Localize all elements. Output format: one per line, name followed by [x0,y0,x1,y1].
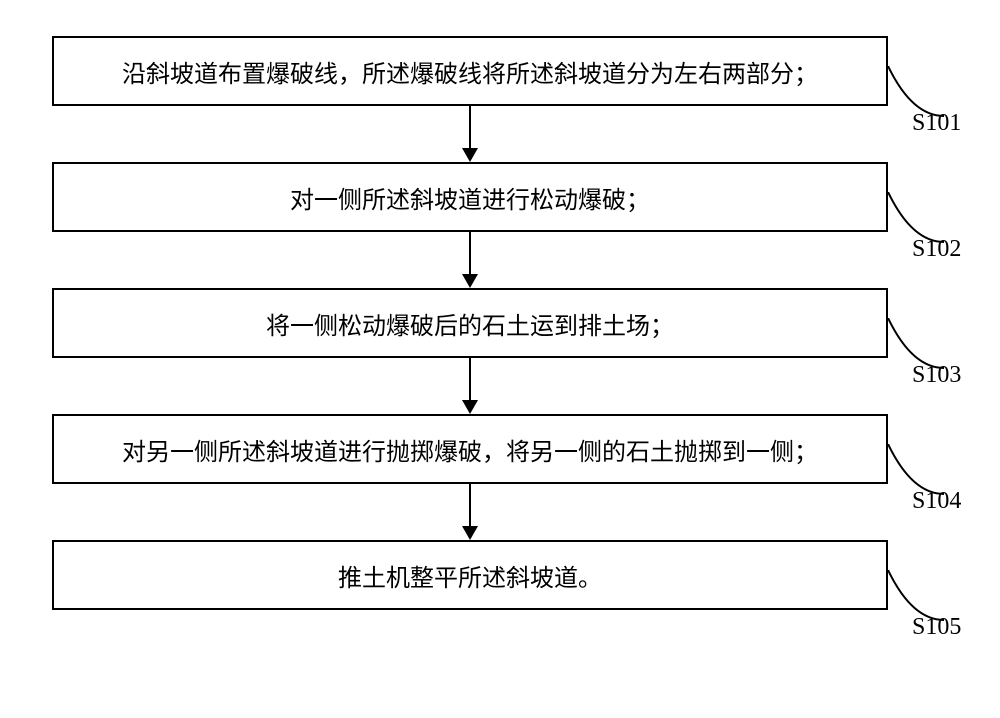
arrow-head-4-5 [462,526,478,540]
step-box-s105: 推土机整平所述斜坡道。 [52,540,888,610]
flowchart-canvas: 沿斜坡道布置爆破线，所述爆破线将所述斜坡道分为左右两部分； S101 对一侧所述… [0,0,1000,718]
step-text-s101: 沿斜坡道布置爆破线，所述爆破线将所述斜坡道分为左右两部分； [122,54,818,89]
arrow-2-3 [469,232,471,274]
step-box-s104: 对另一侧所述斜坡道进行抛掷爆破，将另一侧的石土抛掷到一侧； [52,414,888,484]
arrow-3-4 [469,358,471,400]
arrow-head-1-2 [462,148,478,162]
step-text-s104: 对另一侧所述斜坡道进行抛掷爆破，将另一侧的石土抛掷到一侧； [122,432,818,467]
step-label-s105: S105 [912,614,961,641]
arrow-1-2 [469,106,471,148]
step-text-s103: 将一侧松动爆破后的石土运到排土场； [266,306,674,341]
step-box-s102: 对一侧所述斜坡道进行松动爆破； [52,162,888,232]
step-text-s102: 对一侧所述斜坡道进行松动爆破； [290,180,650,215]
arrow-head-2-3 [462,274,478,288]
step-box-s101: 沿斜坡道布置爆破线，所述爆破线将所述斜坡道分为左右两部分； [52,36,888,106]
step-text-s105: 推土机整平所述斜坡道。 [338,558,602,593]
arrow-4-5 [469,484,471,526]
step-label-s102: S102 [912,236,961,263]
step-box-s103: 将一侧松动爆破后的石土运到排土场； [52,288,888,358]
arrow-head-3-4 [462,400,478,414]
step-label-s101: S101 [912,110,961,137]
step-label-s104: S104 [912,488,961,515]
step-label-s103: S103 [912,362,961,389]
